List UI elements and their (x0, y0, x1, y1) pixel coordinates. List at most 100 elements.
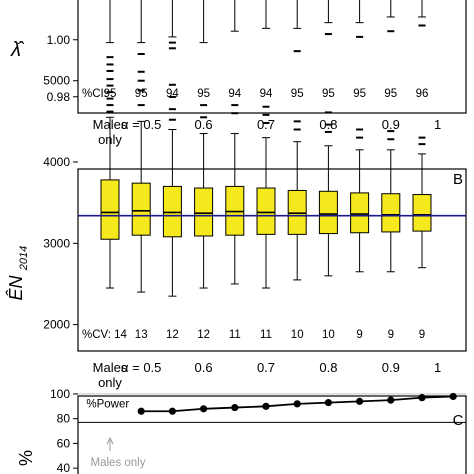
panel-a: 0.981.001.02%CI:9595949594949595959596Ma… (10, 0, 467, 147)
stat-value: 9 (388, 329, 394, 341)
y-tick-label: 2000 (43, 318, 70, 332)
stat-value: 94 (166, 88, 179, 100)
power-point (324, 399, 332, 407)
x-tick-label: Males (93, 360, 128, 375)
box-body (412, 194, 432, 232)
y-axis-label: ÊN 2014 (6, 246, 30, 301)
x-tick-label: 0.6 (195, 360, 213, 375)
series-label: %Power (86, 398, 129, 410)
box-body (131, 182, 151, 236)
box-body (100, 179, 120, 240)
y-axis-label: % (16, 450, 36, 466)
box-4 (225, 104, 245, 285)
power-point (418, 394, 426, 402)
plot-frame (77, 168, 467, 352)
box-3 (199, 0, 208, 44)
stat-value: 95 (197, 88, 210, 100)
y-tick-label: 5000 (43, 74, 70, 88)
stat-value: 11 (260, 329, 272, 341)
x-tick-label: 0.9 (382, 117, 400, 132)
box-7 (318, 111, 338, 277)
y-axis-label-main: ÊN (6, 275, 26, 301)
x-tick-label: 0.6 (195, 117, 213, 132)
stat-value: 95 (322, 88, 335, 100)
power-point (231, 403, 239, 412)
box-8 (355, 0, 364, 38)
annotation: Males only (91, 457, 146, 469)
x-tick-label: 1 (434, 117, 441, 132)
x-tick-label: 0.7 (257, 117, 275, 132)
box-5 (256, 105, 276, 289)
power-point (356, 397, 364, 405)
stat-value: 12 (166, 329, 179, 341)
box-10 (412, 136, 432, 269)
stat-value: 94 (228, 88, 241, 100)
box-body (287, 189, 307, 235)
box-2 (168, 0, 177, 50)
stat-value: 9 (356, 329, 362, 341)
panel-letter: C (453, 412, 464, 429)
y-tick-label: 0.98 (47, 90, 71, 104)
stat-value: 11 (229, 329, 241, 341)
power-point (200, 405, 208, 413)
stat-value: 96 (416, 88, 429, 100)
box-body (318, 190, 338, 235)
box-9 (381, 130, 401, 273)
box-8 (350, 128, 370, 273)
box-body (256, 187, 276, 235)
box-6 (293, 0, 302, 53)
y-tick-label: 80 (57, 412, 71, 426)
box-0 (100, 56, 120, 289)
box-5 (262, 0, 270, 29)
stat-value: 10 (291, 329, 304, 341)
stat-value: 95 (104, 88, 117, 100)
y-axis-label-subscript: 2014 (18, 246, 30, 271)
stat-label: %CI: (82, 88, 107, 100)
power-point (293, 400, 301, 408)
x-tick-label-line2: only (98, 375, 122, 390)
box-body (350, 192, 370, 234)
box-2 (162, 83, 182, 297)
stat-value: 94 (260, 88, 273, 100)
y-tick-label: 4000 (43, 155, 70, 169)
box-body (225, 185, 245, 236)
stat-value: 13 (135, 329, 148, 341)
stat-value: 95 (291, 88, 304, 100)
box-7 (324, 0, 333, 36)
power-point (168, 407, 176, 415)
stat-value: 9 (419, 329, 425, 341)
box-6 (287, 120, 307, 281)
x-tick-label: 0.8 (319, 360, 337, 375)
annotation-arrowhead (106, 436, 114, 445)
y-axis-label: λ̂ (10, 39, 25, 61)
y-tick-label: 40 (57, 461, 71, 474)
stat-value: 12 (197, 329, 210, 341)
power-point (262, 402, 270, 410)
stat-value: 95 (384, 88, 397, 100)
stat-value: 95 (353, 88, 366, 100)
box-body (162, 185, 182, 238)
panel-letter: B (453, 171, 463, 188)
box-10 (418, 0, 426, 27)
box-body (194, 187, 214, 237)
y-tick-label: 1.00 (47, 33, 71, 47)
power-point (387, 396, 395, 404)
stat-label: %CV: 14 (82, 329, 128, 341)
box-4 (230, 0, 239, 32)
box-1 (137, 0, 146, 55)
panel-c: 40 60 80 100 %Power Males only C% (16, 387, 467, 474)
y-tick-label: 100 (50, 387, 70, 401)
power-point (137, 407, 145, 415)
y-tick-label: 60 (57, 436, 71, 450)
x-tick-label: 0.9 (382, 360, 400, 375)
power-point (449, 392, 457, 401)
x-tick-label: 0.7 (257, 360, 275, 375)
x-tick-label: 1 (434, 360, 441, 375)
stat-value: 10 (322, 329, 335, 341)
box-3 (194, 104, 214, 289)
box-body (381, 193, 401, 233)
x-tick-label: α = 0.5 (121, 360, 161, 375)
box-9 (386, 0, 395, 33)
